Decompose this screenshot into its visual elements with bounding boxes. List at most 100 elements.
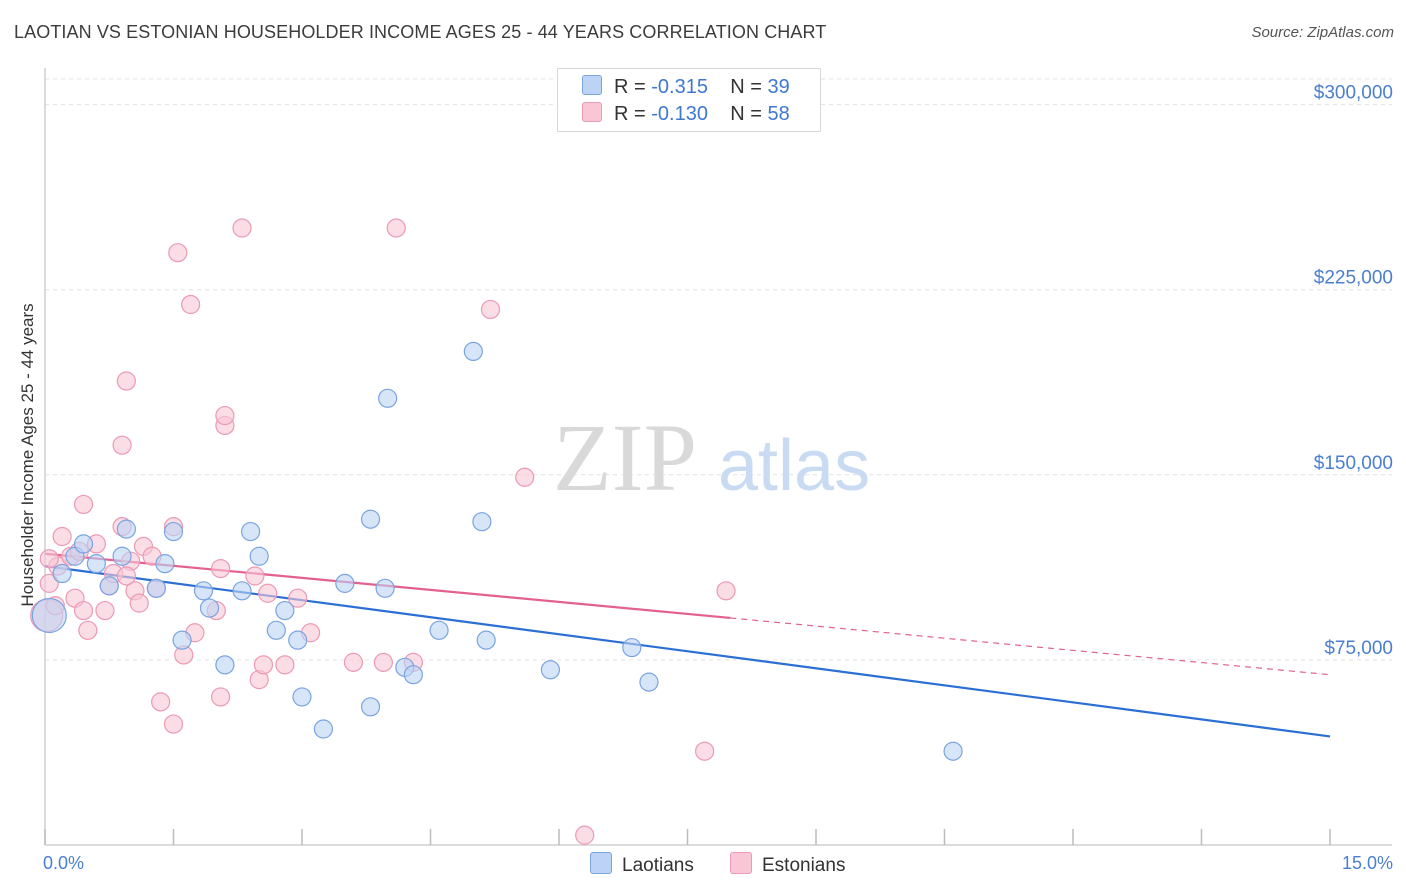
laotians-point	[249, 546, 269, 566]
y-tick-label: $300,000	[1314, 83, 1393, 104]
laotians-points	[31, 341, 963, 761]
laotians-point	[275, 600, 295, 621]
bottom-legend-estonians: Estonians	[730, 852, 845, 877]
estonians-swatch	[582, 102, 602, 122]
estonians-point	[116, 371, 136, 391]
estonians-point	[163, 714, 184, 734]
estonians-point	[232, 218, 252, 238]
watermark-atlas: atlas	[718, 426, 870, 506]
laotians-point	[193, 581, 214, 601]
estonians-point	[95, 600, 115, 621]
y-tick-labels: $75,000 $150,000 $225,000 $300,000	[1314, 83, 1393, 659]
estonians-point	[73, 600, 94, 621]
estonians-point	[245, 566, 265, 586]
laotians-point	[86, 554, 107, 574]
laotians-point	[163, 521, 184, 542]
estonians-point	[78, 620, 98, 640]
laotians-point	[31, 597, 67, 634]
estonians-point	[112, 435, 132, 455]
laotians-point	[639, 672, 659, 692]
x-tick-label-min: 0.0%	[43, 853, 84, 873]
estonians-point	[343, 652, 363, 672]
estonians-point	[151, 692, 171, 712]
estonians-point	[288, 588, 308, 608]
estonians-point	[168, 243, 188, 263]
estonians-point	[211, 558, 231, 579]
laotians-point	[146, 578, 166, 598]
estonians-point	[73, 494, 94, 515]
y-tick-label: $150,000	[1314, 453, 1393, 474]
estonians-point	[695, 741, 715, 761]
x-tick-label-max: 15.0%	[1342, 853, 1393, 873]
legend-r-label: R =	[614, 76, 646, 98]
laotians-point	[116, 519, 136, 539]
laotians-legend-label: Laotians	[622, 855, 694, 876]
laotians-point	[378, 388, 398, 408]
estonians-point	[181, 294, 201, 315]
y-tick-label: $75,000	[1324, 638, 1393, 659]
laotians-point	[540, 660, 561, 680]
estonians-point	[716, 581, 736, 601]
laotians-point	[266, 620, 286, 640]
estonians-point	[39, 549, 59, 569]
estonians-point	[386, 218, 406, 238]
estonians-point	[373, 652, 393, 672]
laotians-r-value: -0.315	[651, 76, 708, 98]
laotians-swatch	[582, 75, 602, 95]
legend-row-laotians: R = -0.315 N = 39	[582, 75, 790, 101]
laotians-point	[476, 630, 496, 650]
trend-lines	[44, 552, 1331, 738]
estonians-point	[480, 299, 501, 320]
laotians-n-value: 39	[767, 76, 790, 98]
estonians-point	[253, 655, 274, 675]
laotians-point	[943, 741, 963, 761]
estonians-point	[575, 825, 595, 845]
laotians-point	[375, 578, 395, 598]
estonians-legend-swatch	[730, 852, 752, 874]
bottom-legend-laotians: Laotians	[590, 852, 694, 877]
estonians-r-value: -0.130	[651, 103, 708, 125]
laotians-point	[403, 665, 423, 685]
laotians-point	[172, 630, 192, 650]
x-tick-labels: 0.0% 15.0%	[43, 853, 1393, 873]
estonians-legend-label: Estonians	[762, 855, 846, 876]
laotians-point	[622, 637, 642, 658]
laotians-point	[292, 687, 312, 707]
laotians-point	[73, 534, 94, 554]
laotians-point	[241, 521, 261, 542]
laotians-point	[429, 620, 449, 640]
legend-r-label: R =	[614, 103, 646, 125]
laotians-point	[463, 341, 483, 362]
laotians-point	[360, 697, 381, 717]
laotians-point	[360, 509, 381, 529]
estonians-point	[515, 467, 535, 487]
laotians-point	[215, 655, 235, 675]
legend-n-label: N =	[730, 76, 762, 98]
y-tick-label: $225,000	[1314, 268, 1393, 289]
estonians-point	[39, 573, 59, 593]
laotians-point	[288, 630, 308, 650]
laotians-point	[112, 546, 132, 566]
laotians-legend-swatch	[590, 852, 612, 874]
watermark-zip: ZIP	[553, 404, 697, 511]
estonians-point	[275, 655, 295, 675]
estonians-points	[30, 218, 736, 845]
laotians-point	[155, 554, 175, 574]
laotians-point	[52, 563, 72, 584]
estonians-point	[215, 405, 235, 426]
laotians-point	[472, 512, 492, 532]
laotians-point	[313, 719, 334, 739]
laotians-point	[199, 598, 220, 618]
chart-title: LAOTIAN VS ESTONIAN HOUSEHOLDER INCOME A…	[14, 22, 827, 42]
axes	[44, 68, 1392, 846]
legend-n-label: N =	[730, 103, 762, 125]
watermark: ZIP atlas	[553, 404, 870, 511]
legend-row-estonians: R = -0.130 N = 58	[582, 102, 790, 128]
y-axis-label: Householder Income Ages 25 - 44 years	[18, 303, 37, 606]
laotians-point	[335, 573, 355, 593]
estonians-trend-line	[730, 617, 1331, 676]
estonians-point	[211, 687, 231, 707]
correlation-legend: R = -0.315 N = 39 R = -0.130 N = 58	[557, 68, 821, 132]
estonians-point	[116, 566, 136, 586]
